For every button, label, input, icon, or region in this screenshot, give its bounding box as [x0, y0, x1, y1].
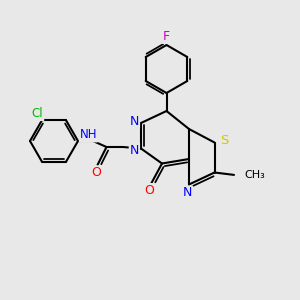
Text: S: S: [220, 134, 228, 147]
Text: Cl: Cl: [32, 107, 43, 120]
Text: O: O: [144, 184, 154, 197]
Text: N: N: [130, 143, 139, 157]
Text: NH: NH: [80, 128, 97, 142]
Text: F: F: [163, 30, 170, 43]
Text: N: N: [130, 115, 139, 128]
Text: CH₃: CH₃: [244, 170, 265, 180]
Text: O: O: [91, 166, 101, 179]
Text: N: N: [183, 186, 192, 200]
